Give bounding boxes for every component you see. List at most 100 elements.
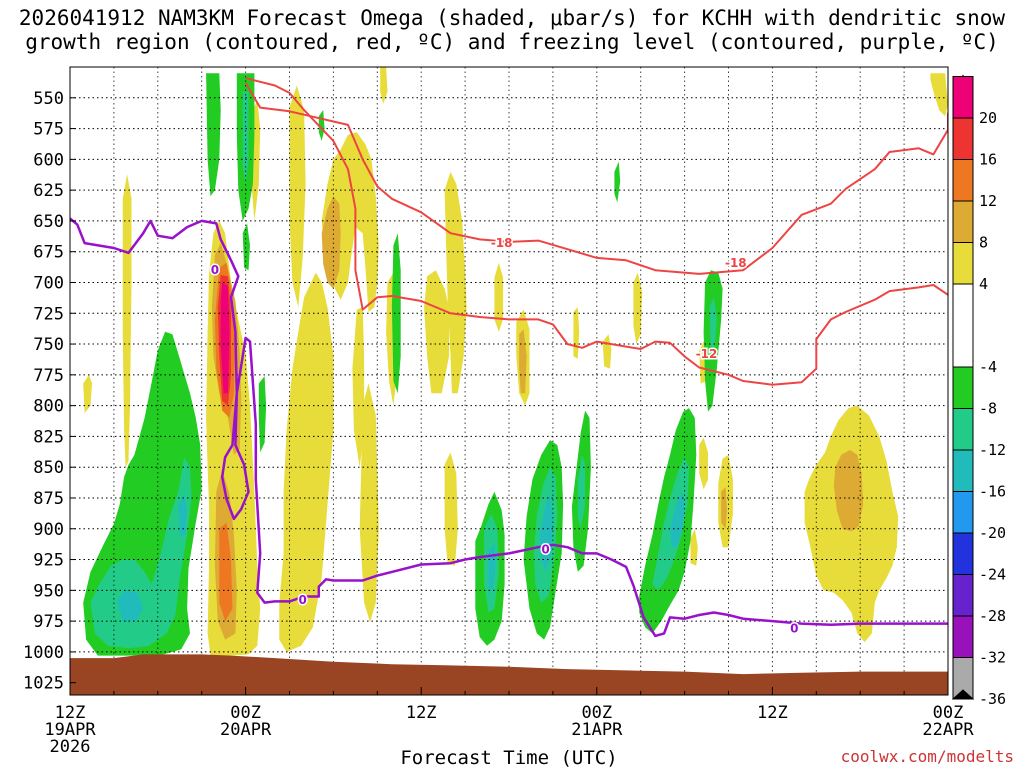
omega-region-y7 <box>352 307 365 468</box>
credit-link[interactable]: coolwx.com/modelts <box>841 747 1014 766</box>
omega-region-y2 <box>83 374 92 413</box>
y-tick-label-625: 625 <box>33 181 64 201</box>
colorbar-bin--16--12 <box>952 449 974 492</box>
colorbar-label--16: -16 <box>979 483 1006 501</box>
contour-label-2: -12 <box>696 347 718 361</box>
plot-background <box>70 67 948 695</box>
colorbar-label--32: -32 <box>979 649 1006 667</box>
contour-label-4: 0 <box>298 593 306 607</box>
omega-region-y18 <box>633 272 643 345</box>
x-tick-label-60-0: 00Z <box>933 703 964 723</box>
x-tick-label-12-1: 20APR <box>220 720 272 740</box>
freezing-level-contour <box>70 217 948 638</box>
omega-region-y4 <box>279 272 334 652</box>
x-tick-label-60-1: 22APR <box>922 720 974 740</box>
omega-region-y3 <box>289 85 306 308</box>
omega-region-g25 <box>709 297 717 359</box>
omega-region-g20 <box>614 161 621 203</box>
y-tick-label-725: 725 <box>33 304 64 324</box>
x-tick-label-0-2: 2026 <box>50 737 91 757</box>
colorbar-bin-12-16 <box>952 159 974 202</box>
colorbar-label--20: -20 <box>979 524 1006 542</box>
x-tick-label-36-0: 00Z <box>581 703 612 723</box>
y-tick-label-575: 575 <box>33 120 64 140</box>
omega-region-y8 <box>359 383 379 623</box>
omega-region-y20 <box>690 528 698 566</box>
colorbar-label--8: -8 <box>979 400 997 418</box>
x-tick-label-36-1: 21APR <box>571 720 623 740</box>
colorbar-label--12: -12 <box>979 441 1006 459</box>
colorbar-bottom-arrow <box>951 689 975 700</box>
y-tick-label-800: 800 <box>33 397 64 417</box>
terrain-layer <box>70 654 948 695</box>
contour-label-0: -18 <box>491 236 513 250</box>
omega-region-g5 <box>206 73 221 197</box>
contour-label-3: 0 <box>211 263 219 277</box>
y-axis: 550 575 600 625 650 675 700 725 750 775 800 825 850 8… <box>23 89 76 694</box>
omega-region-g23 <box>670 491 685 548</box>
y-tick-label-1025: 1025 <box>23 674 64 694</box>
colorbar-label--24: -24 <box>979 566 1006 584</box>
colorbar-bin--8--4 <box>952 366 974 409</box>
omega-region-g4 <box>178 494 188 537</box>
colorbar-bin--4-4 <box>952 283 974 368</box>
y-tick-label-775: 775 <box>33 366 64 386</box>
colorbar-label-12: 12 <box>979 192 997 210</box>
colorbar-bin-8-12 <box>952 200 974 243</box>
y-tick-label-600: 600 <box>33 150 64 170</box>
omega-region-g22 <box>652 457 689 591</box>
colorbar-label-20: 20 <box>979 109 997 127</box>
omega-region-g2 <box>90 457 192 649</box>
omega-region-rd5 <box>220 282 230 394</box>
colorbar-label--4: -4 <box>979 358 997 376</box>
colorbar-bin--32--28 <box>952 615 974 658</box>
colorbar-bin-20-24 <box>952 76 974 119</box>
x-tick-label-0-0: 12Z <box>55 703 86 723</box>
x-tick-label-0-1: 19APR <box>44 720 96 740</box>
omega-region-y11 <box>444 171 467 394</box>
colorbar-bin-4-8 <box>952 242 974 285</box>
x-tick-label-48-0: 12Z <box>757 703 788 723</box>
colorbar: 20 16 12 8 4 -4 -8 -12 -16 -20 -24 -28 -32 -36 <box>951 74 1006 708</box>
dgz-minus18-contour <box>244 82 948 275</box>
contour-labels: -18 -18 -12 0 0 0 0 <box>209 235 800 637</box>
y-tick-label-900: 900 <box>33 520 64 540</box>
dgz-minus12-contour <box>245 77 948 386</box>
title-line-2: growth region (contoured, red, ºC) and f… <box>25 30 999 54</box>
y-tick-label-650: 650 <box>33 212 64 232</box>
terrain-fill <box>70 654 948 695</box>
y-tick-label-925: 925 <box>33 551 64 571</box>
contour-label-5: 0 <box>541 543 549 557</box>
colorbar-bin--24--20 <box>952 532 974 575</box>
omega-region-y26 <box>930 73 948 117</box>
omega-region-y27 <box>380 67 388 104</box>
contour-label-1: -18 <box>725 256 747 270</box>
chart-title: 2026041912 NAM3KM Forecast Omega (shaded… <box>0 6 1024 54</box>
colorbar-label--36: -36 <box>979 690 1006 708</box>
omega-region-y6 <box>321 196 341 289</box>
x-tick-label-24-0: 12Z <box>406 703 437 723</box>
y-tick-label-950: 950 <box>33 581 64 601</box>
y-tick-label-750: 750 <box>33 335 64 355</box>
contour-label-6: 0 <box>790 622 798 636</box>
colorbar-label-4: 4 <box>979 275 988 293</box>
omega-region-y12 <box>444 452 458 566</box>
y-tick-label-550: 550 <box>33 89 64 109</box>
y-tick-label-850: 850 <box>33 458 64 478</box>
omega-region-g8 <box>242 223 250 271</box>
omega-region-y10 <box>424 270 449 394</box>
colorbar-bin--28--24 <box>952 574 974 617</box>
omega-region-y21 <box>699 437 708 490</box>
omega-region-g11 <box>391 233 401 394</box>
y-tick-label-875: 875 <box>33 489 64 509</box>
y-tick-label-825: 825 <box>33 427 64 447</box>
colorbar-bin--12--8 <box>952 408 974 451</box>
omega-region-y23 <box>721 486 727 529</box>
y-tick-label-700: 700 <box>33 273 64 293</box>
grid-lines <box>70 67 948 695</box>
y-tick-label-975: 975 <box>33 612 64 632</box>
omega-region-g7 <box>242 91 249 184</box>
omega-region-g19 <box>577 454 586 529</box>
